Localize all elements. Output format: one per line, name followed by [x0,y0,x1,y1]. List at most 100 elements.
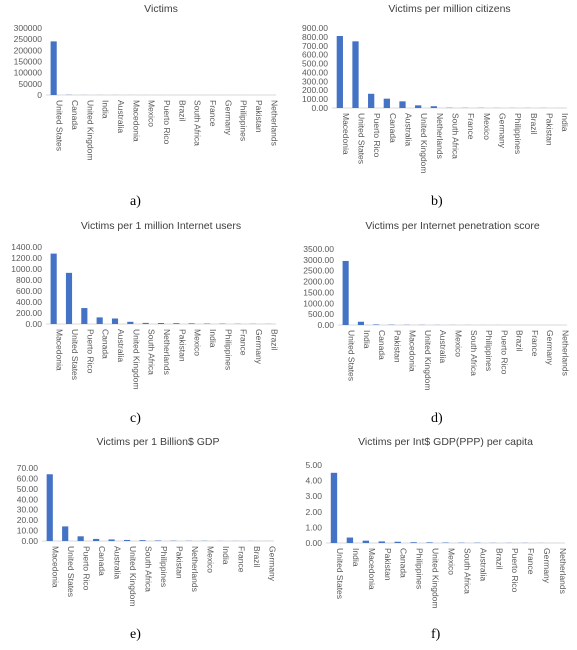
x-tick-label: Pakistan [545,113,555,146]
bar [62,526,68,541]
x-tick-label: Canada [70,100,80,130]
y-tick-label: 3500.00 [303,244,334,254]
chart-caption: b) [431,194,443,210]
bar [127,322,133,324]
bar [93,539,99,541]
chart-svg: Victims per 1 million Internet users 0.00… [0,217,288,407]
chart-panel-d: Victims per Internet penetration score 0.… [288,217,577,433]
x-tick-label: France [236,546,246,573]
x-tick-label: Macedonia [51,546,61,588]
x-tick-label: India [208,329,218,348]
x-tick-label: South Africa [462,548,472,594]
chart-title: Victims [144,3,178,15]
chart-caption: e) [130,627,141,643]
chart-title: Victims per Internet penetration score [365,220,539,232]
y-tick-label: 800.00 [302,32,328,42]
bar [410,542,416,543]
y-tick-label: 1200.00 [11,253,42,263]
x-tick-label: United States [347,330,357,381]
x-tick-label: Australia [116,329,126,362]
y-tick-label: 0.00 [311,103,328,113]
x-tick-label: Puerto Rico [372,113,382,158]
chart-svg: Victims per Internet penetration score 0.… [288,217,577,407]
x-tick-label: Philippines [513,113,523,154]
x-tick-label: India [221,546,231,565]
x-tick-label: Macedonia [55,329,65,371]
chart-panel-a: Victims 0 50000 100000 150000 200000 250000 300… [0,0,288,217]
y-tick-label: 0 [37,90,42,100]
x-tick-label: India [101,100,111,119]
x-tick-label: Pakistan [174,546,184,579]
x-tick-label: Mexico [147,100,157,127]
x-tick-label: Philippines [484,330,494,371]
x-tick-label: Netherlands [435,113,445,159]
y-tick-label: 0.00 [21,536,38,546]
y-tick-label: 200000 [14,45,43,55]
x-tick-label: France [466,113,476,140]
x-tick-label: Germany [254,329,264,365]
x-tick-label: Philippines [415,548,425,589]
bar [47,474,53,541]
y-tick-label: 1000.00 [11,264,42,274]
bar [173,323,179,324]
y-tick-label: 400.00 [16,297,42,307]
x-tick-label: Brazil [515,330,525,351]
x-tick-label: Philippines [223,329,233,370]
x-tick-label: United Kingdom [131,329,141,389]
y-tick-label: 40.00 [17,494,39,504]
bar [124,540,130,541]
y-tick-label: 3000.00 [303,255,334,265]
x-tick-label: Philippines [239,100,249,141]
y-tick-label: 400.00 [302,67,328,77]
x-tick-label: Puerto Rico [82,546,92,591]
x-tick-label: United Kingdom [85,100,95,160]
y-tick-label: 300000 [14,23,43,33]
bar [399,101,405,108]
bar [189,323,195,324]
x-tick-label: India [560,113,570,132]
bar [81,308,87,324]
chart-svg: Victims per million citizens 0.00100.0020… [288,0,577,190]
y-tick-label: 600.00 [302,50,328,60]
x-tick-label: Mexico [454,330,464,357]
x-tick-label: Australia [116,100,126,133]
bar [331,473,337,543]
y-tick-label: 60.00 [17,473,39,483]
y-tick-label: 0.00 [305,538,322,548]
y-tick-label: 1000.00 [303,298,334,308]
bar [379,541,385,543]
y-tick-label: 10.00 [17,526,39,536]
x-tick-label: Netherlands [560,330,570,376]
chart-title: Victims per 1 million Internet users [81,220,241,232]
x-tick-label: Mexico [482,113,492,140]
y-tick-label: 700.00 [302,41,328,51]
x-tick-label: India [362,330,372,349]
x-tick-label: United States [55,100,65,151]
x-tick-label: Brazil [269,329,279,350]
y-tick-label: 800.00 [16,275,42,285]
x-tick-label: Pakistan [177,329,187,362]
y-tick-label: 4.00 [305,476,322,486]
x-tick-label: France [239,329,249,356]
bar [343,261,349,325]
x-tick-label: Brazil [494,548,504,569]
x-tick-label: India [351,548,361,567]
x-tick-label: United Kingdom [419,113,429,173]
bar [395,542,401,543]
y-tick-label: 300.00 [302,76,328,86]
bar [426,542,432,543]
x-tick-label: Australia [438,330,448,363]
x-tick-label: Australia [478,548,488,581]
y-tick-label: 50000 [18,79,42,89]
x-tick-label: Brazil [252,546,262,567]
x-tick-label: Mexico [205,546,215,573]
chart-panel-c: Victims per 1 million Internet users 0.00… [0,217,288,433]
bar [337,36,343,108]
chart-caption: d) [431,411,443,427]
x-tick-label: Canada [377,330,387,360]
x-tick-label: South Africa [147,329,157,375]
y-tick-label: 600.00 [16,286,42,296]
x-tick-label: United Kingdom [431,548,441,608]
bar [78,536,84,541]
x-tick-label: United States [66,546,76,597]
